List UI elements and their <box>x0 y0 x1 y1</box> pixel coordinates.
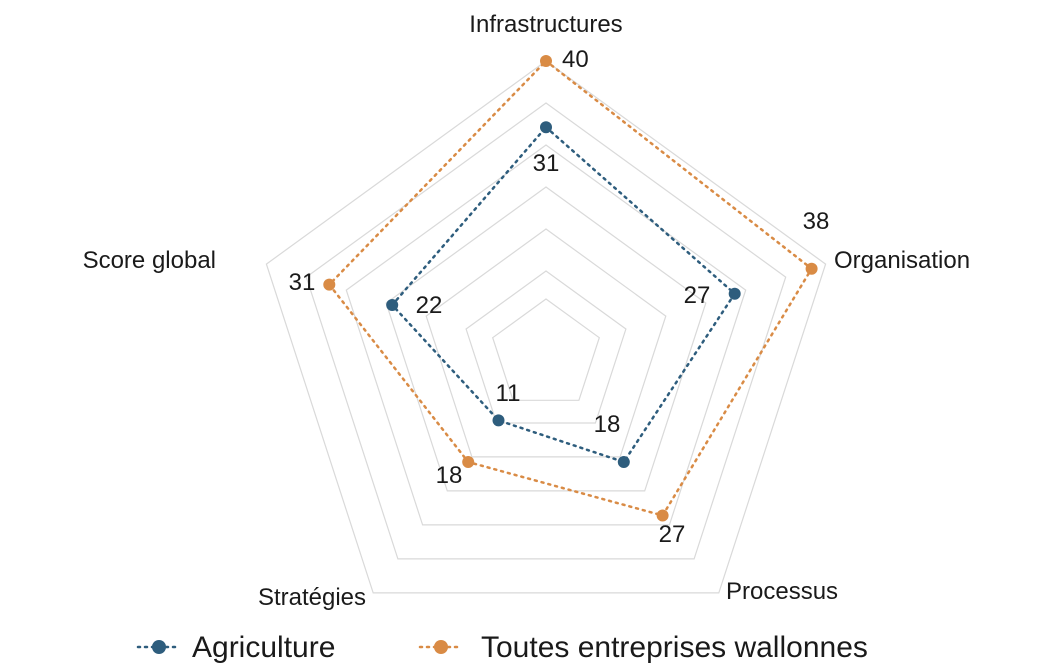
grid-ring-5 <box>345 144 747 526</box>
legend-swatch-marker-toutes <box>434 640 448 654</box>
value-labels: 31 27 18 11 22 40 38 27 18 31 <box>289 46 830 548</box>
axis-label-score-global: Score global <box>83 247 216 274</box>
value-label-toutes-score-global: 31 <box>289 269 316 296</box>
axis-labels: Infrastructures Organisation Processus S… <box>83 11 971 611</box>
value-label-toutes-strategies: 18 <box>436 462 463 489</box>
value-label-agriculture-score-global: 22 <box>416 292 443 319</box>
series-line-toutes <box>327 59 814 517</box>
value-label-toutes-infrastructures: 40 <box>562 46 589 73</box>
grid-ring-6 <box>305 102 787 560</box>
legend-label-toutes-entreprises: Toutes entreprises wallonnes <box>481 631 868 664</box>
point-toutes-4 <box>462 456 475 468</box>
axis-label-strategies: Stratégies <box>258 584 366 611</box>
value-label-agriculture-organisation: 27 <box>684 282 711 309</box>
point-agriculture-2 <box>728 287 741 300</box>
point-toutes-5 <box>323 278 336 291</box>
legend-swatch-marker-agriculture <box>152 640 166 654</box>
legend-item-agriculture: Agriculture <box>136 631 335 664</box>
value-label-agriculture-strategies: 11 <box>496 380 521 407</box>
series-line-agriculture <box>390 125 737 464</box>
legend: Agriculture Toutes entreprises wallonnes <box>136 631 868 664</box>
point-agriculture-4 <box>492 414 505 427</box>
grid-ring-3 <box>425 228 667 458</box>
legend-label-agriculture: Agriculture <box>192 631 335 664</box>
axis-label-organisation: Organisation <box>834 247 970 274</box>
grid-ring-7 <box>265 60 827 594</box>
grid-ring-4 <box>385 186 707 492</box>
grid-ring-1 <box>491 298 601 401</box>
grid-ring-2 <box>465 270 627 424</box>
value-label-agriculture-processus: 18 <box>594 411 621 438</box>
axis-label-infrastructures: Infrastructures <box>469 11 622 38</box>
radar-series <box>323 55 818 522</box>
radar-grid <box>265 60 827 594</box>
point-toutes-2 <box>805 262 818 275</box>
legend-item-toutes-entreprises: Toutes entreprises wallonnes <box>418 631 868 664</box>
value-label-toutes-processus: 27 <box>659 521 686 548</box>
point-toutes-3 <box>656 509 669 522</box>
axis-label-processus: Processus <box>726 578 838 605</box>
value-label-toutes-organisation: 38 <box>803 208 830 235</box>
point-toutes-1 <box>540 55 552 67</box>
point-agriculture-5 <box>386 299 399 311</box>
point-agriculture-1 <box>540 121 552 134</box>
value-label-agriculture-infrastructures: 31 <box>533 150 560 177</box>
point-agriculture-3 <box>617 456 630 468</box>
